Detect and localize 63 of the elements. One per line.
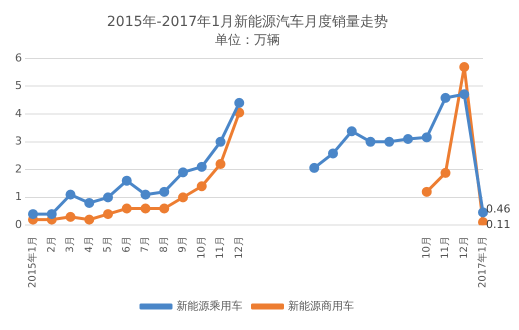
x-tick-label: 8月 xyxy=(158,236,170,253)
point xyxy=(216,136,226,147)
y-tick-label: 1 xyxy=(15,190,22,204)
point xyxy=(178,192,188,202)
point xyxy=(403,134,413,144)
point xyxy=(178,167,188,178)
point xyxy=(309,162,320,173)
legend-label: 新能源乘用车 xyxy=(176,299,242,312)
point xyxy=(103,209,113,220)
point xyxy=(159,204,170,214)
y-tick-label: 4 xyxy=(15,106,22,120)
y-tick-label: 0 xyxy=(15,218,22,232)
point xyxy=(159,186,170,197)
x-tick-label: 9月 xyxy=(178,236,189,253)
point xyxy=(422,186,432,197)
point xyxy=(103,192,113,202)
point xyxy=(196,181,207,192)
point xyxy=(459,89,470,100)
point xyxy=(328,148,338,158)
point xyxy=(216,159,226,170)
x-tick-label: 12月 xyxy=(458,236,470,259)
x-tick-label: 11月 xyxy=(440,236,452,259)
point xyxy=(66,190,76,200)
point xyxy=(440,92,450,103)
point xyxy=(440,168,450,178)
point xyxy=(84,198,94,208)
x-tick-label: 11月 xyxy=(215,236,226,259)
point xyxy=(346,126,357,136)
point xyxy=(122,176,132,186)
point xyxy=(28,209,38,220)
point xyxy=(84,214,94,225)
legend-label: 新能源商用车 xyxy=(288,299,354,312)
point xyxy=(122,204,132,214)
point xyxy=(384,136,394,147)
x-tick-label: 5月 xyxy=(102,236,114,253)
point xyxy=(66,212,76,222)
y-tick-label: 3 xyxy=(15,134,22,148)
y-tick-label: 5 xyxy=(15,79,22,92)
x-tick-label: 2015年1月 xyxy=(26,236,39,288)
chart-title: 2015年-2017年1月新能源汽车月度销量走势 xyxy=(106,14,388,30)
point xyxy=(366,136,376,147)
data-label: 0.11 xyxy=(486,218,510,231)
point xyxy=(459,62,470,72)
x-tick-label: 3月 xyxy=(65,236,76,253)
y-tick-label: 2 xyxy=(15,162,22,176)
x-tick-label: 10月 xyxy=(421,236,432,259)
y-tick-label: 6 xyxy=(15,51,22,64)
point xyxy=(234,98,244,108)
point xyxy=(478,207,488,218)
x-tick-label: 10月 xyxy=(196,236,208,259)
point xyxy=(196,162,207,172)
point xyxy=(46,209,57,220)
x-tick-label: 6月 xyxy=(121,236,132,253)
data-label: 0.46 xyxy=(486,202,510,216)
x-tick-label: 4月 xyxy=(84,236,95,253)
point xyxy=(422,132,432,142)
point xyxy=(140,190,150,200)
x-tick-label: 2月 xyxy=(46,236,58,253)
x-tick-label: 2017年1月 xyxy=(476,236,489,288)
chart-subtitle: 单位：万辆 xyxy=(215,32,280,48)
x-tick-label: 12月 xyxy=(234,236,245,259)
point xyxy=(140,204,150,214)
x-tick-label: 7月 xyxy=(140,236,152,253)
